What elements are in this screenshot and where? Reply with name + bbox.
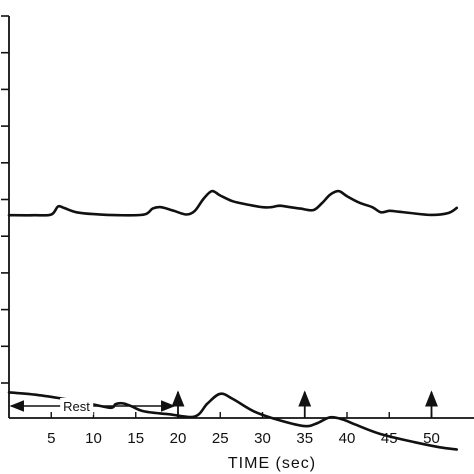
x-ticks: 5 10 15 20 25 30 35 40 45 50 [47, 412, 440, 447]
x-tick-label: 25 [212, 430, 229, 447]
series-line-1 [7, 189, 459, 217]
x-tick-label: 15 [127, 430, 144, 447]
x-tick-label: 50 [423, 430, 440, 447]
x-tick-label: 40 [339, 430, 356, 447]
x-tick-label: 45 [381, 430, 398, 447]
x-tick-label: 5 [47, 430, 55, 447]
rest-label: Rest [63, 399, 90, 414]
markers: Rest [9, 390, 438, 418]
rest-label-background [60, 398, 94, 415]
x-tick-label: 30 [254, 430, 271, 447]
axes [1, 15, 474, 419]
x-axis-label: TIME (sec) [228, 455, 316, 472]
x-tick-label: 10 [85, 430, 102, 447]
x-tick-label: 35 [296, 430, 313, 447]
x-tick-label: 20 [170, 430, 187, 447]
